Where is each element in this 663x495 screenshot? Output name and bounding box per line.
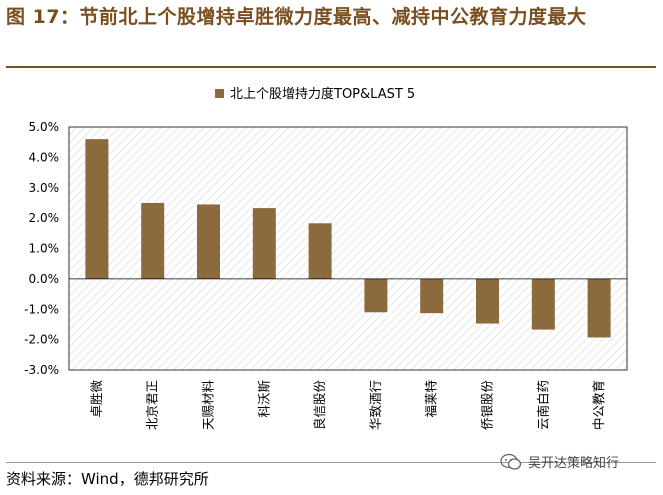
- watermark-text: 吴开达策略知行: [528, 456, 620, 471]
- bar-chart: 北上个股增持力度TOP&LAST 5 5.0% 4.0% 3.0% 2.0% 1.0% 0…: [24, 86, 628, 431]
- source-note: 资料来源：Wind，德邦研究所: [6, 470, 209, 488]
- x-tick-label: 卓胜微: [89, 380, 104, 418]
- bar: [420, 278, 444, 314]
- x-tick-label: 华致酒行: [368, 380, 383, 430]
- watermark: 吴开达策略知行: [500, 452, 619, 471]
- y-tick-label: -2.0%: [24, 333, 59, 347]
- footer-divider: [6, 462, 656, 463]
- bars-group: [85, 139, 611, 338]
- y-tick-label: 3.0%: [29, 181, 60, 195]
- bar: [364, 278, 388, 313]
- x-tick-label: 侨银股份: [480, 380, 495, 431]
- y-tick-label: -1.0%: [24, 302, 59, 316]
- x-tick-label: 中公教育: [591, 380, 606, 430]
- bar: [531, 278, 555, 330]
- bar: [308, 223, 332, 279]
- legend-swatch: [215, 89, 224, 98]
- bar: [85, 139, 109, 279]
- bar: [587, 278, 611, 338]
- y-tick-label: 0.0%: [29, 272, 60, 286]
- plot-frame: [68, 126, 628, 371]
- x-tick-label: 良信股份: [312, 380, 327, 431]
- y-tick-label: 4.0%: [29, 150, 60, 164]
- y-tick-label: 5.0%: [29, 120, 60, 134]
- legend-label: 北上个股增持力度TOP&LAST 5: [230, 86, 415, 102]
- y-tick-label: -3.0%: [24, 363, 59, 377]
- x-tick-label: 天赐材料: [201, 380, 216, 431]
- bar: [476, 278, 499, 324]
- wechat-icon: [500, 453, 522, 470]
- x-axis: 卓胜微 北京君正 天赐材料 科沃斯 良信股份 华致酒行 福莱特 侨银股份 云南白药 中公教育: [69, 278, 627, 431]
- bar: [252, 208, 276, 279]
- y-tick-label: 2.0%: [29, 211, 60, 225]
- x-tick-label: 云南白药: [535, 380, 550, 430]
- y-tick-label: 1.0%: [29, 242, 60, 256]
- figure-title: 图 17：节前北上个股增持卓胜微力度最高、减持中公教育力度最大: [6, 6, 587, 28]
- bar: [141, 202, 165, 279]
- y-axis: 5.0% 4.0% 3.0% 2.0% 1.0% 0.0% -1.0% -2.0% -3.0%: [24, 120, 59, 377]
- bar: [197, 204, 220, 279]
- x-tick-label: 科沃斯: [256, 380, 271, 418]
- chart-legend: 北上个股增持力度TOP&LAST 5: [215, 86, 415, 102]
- x-tick-label: 福莱特: [424, 380, 439, 418]
- title-divider: [6, 66, 656, 68]
- x-tick-label: 北京君正: [145, 380, 160, 430]
